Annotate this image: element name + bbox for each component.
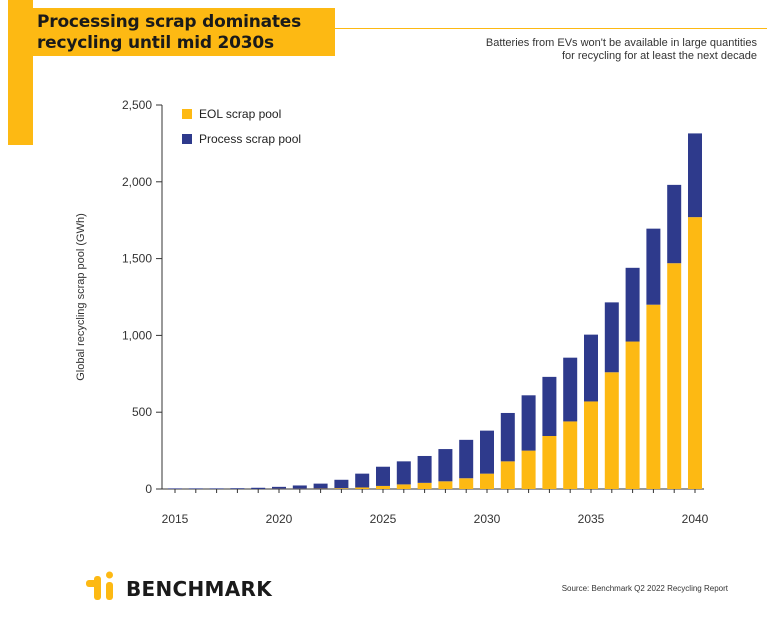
y-tick-label: 2,000 <box>122 175 152 189</box>
bar-process-2034 <box>563 357 578 422</box>
chart-subtitle: Batteries from EVs won't be available in… <box>427 37 757 63</box>
bar-process-2018 <box>230 488 245 489</box>
y-tick-label: 1,000 <box>122 328 152 342</box>
header-rule <box>335 28 767 29</box>
x-tick-label: 2040 <box>682 512 709 526</box>
source-note: Source: Benchmark Q2 2022 Recycling Repo… <box>561 584 728 593</box>
bar-eol-2039 <box>667 263 682 489</box>
bar-eol-2030 <box>480 473 494 489</box>
x-tick-label: 2030 <box>474 512 501 526</box>
subtitle-line-2: for recycling for at least the next deca… <box>561 50 757 62</box>
legend-label-process: Process scrap pool <box>199 132 301 146</box>
title-line-1: Processing scrap dominates <box>37 12 302 32</box>
benchmark-logo-icon <box>86 571 113 600</box>
bar-process-2024 <box>355 473 370 488</box>
bar-process-2025 <box>376 466 390 486</box>
bar-process-2039 <box>667 184 682 264</box>
bar-eol-2036 <box>604 372 619 489</box>
bar-process-2031 <box>500 412 515 462</box>
y-tick-label: 1,500 <box>122 252 152 266</box>
bar-process-2030 <box>480 430 494 474</box>
bar-process-2021 <box>292 485 307 489</box>
y-tick-label: 0 <box>145 482 152 496</box>
x-tick-label: 2015 <box>162 512 189 526</box>
bar-process-2029 <box>459 439 474 479</box>
bar-eol-2038 <box>646 304 661 489</box>
bar-eol-2031 <box>500 461 515 489</box>
bar-process-2017 <box>209 488 224 489</box>
title-line-2: recycling until mid 2030s <box>37 33 274 53</box>
bar-eol-2023 <box>334 488 349 489</box>
bar-process-2040 <box>688 133 702 218</box>
y-axis-label: Global recycling scrap pool (GWh) <box>75 213 87 381</box>
bar-process-2020 <box>272 486 286 489</box>
bar-eol-2028 <box>438 481 453 489</box>
bar-eol-2026 <box>396 484 411 489</box>
bar-eol-2022 <box>313 488 328 489</box>
bar-eol-2033 <box>542 436 557 489</box>
bar-process-2028 <box>438 449 453 482</box>
bar-eol-2025 <box>376 485 390 489</box>
x-tick-label: 2020 <box>266 512 293 526</box>
legend-swatch-process <box>182 134 192 144</box>
chart-title: Processing scrap dominates recycling unt… <box>37 12 301 54</box>
accent-bar <box>8 0 33 145</box>
subtitle-line-1: Batteries from EVs won't be available in… <box>485 37 757 49</box>
bar-process-2037 <box>625 267 640 342</box>
bar-process-2035 <box>584 334 598 402</box>
bar-process-2033 <box>542 376 557 437</box>
bar-eol-2037 <box>625 341 640 489</box>
bar-process-2015 <box>168 488 182 489</box>
legend-label-eol: EOL scrap pool <box>199 107 281 121</box>
bar-process-2023 <box>334 479 349 489</box>
bar-process-2027 <box>417 455 432 483</box>
bar-eol-2027 <box>417 482 432 489</box>
y-tick-label: 2,500 <box>122 98 152 112</box>
bar-eol-2029 <box>459 478 474 489</box>
y-tick-label: 500 <box>132 405 152 419</box>
bar-eol-2040 <box>688 217 702 490</box>
bar-process-2032 <box>521 395 536 451</box>
x-tick-label: 2025 <box>370 512 397 526</box>
bar-process-2022 <box>313 483 328 489</box>
legend-swatch-eol <box>182 109 192 119</box>
bar-eol-2034 <box>563 421 578 489</box>
bar-process-2038 <box>646 228 661 305</box>
bar-process-2016 <box>188 488 203 489</box>
x-tick-label: 2035 <box>578 512 605 526</box>
bar-process-2019 <box>251 487 266 489</box>
bar-eol-2024 <box>355 487 370 489</box>
bar-process-2036 <box>604 302 619 373</box>
title-box <box>33 8 335 56</box>
bar-process-2026 <box>396 461 411 485</box>
brand-name: BENCHMARK <box>126 577 273 601</box>
bar-eol-2035 <box>584 401 598 489</box>
bar-eol-2032 <box>521 450 536 489</box>
